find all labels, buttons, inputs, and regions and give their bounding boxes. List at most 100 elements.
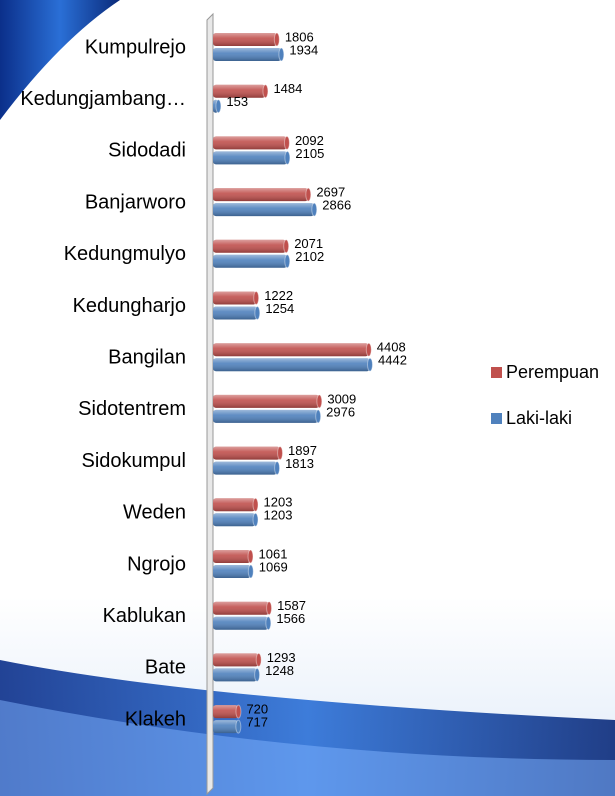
bar-cap (283, 239, 290, 254)
value-label: 4442 (378, 353, 407, 368)
bar-shine (213, 616, 269, 630)
y-tick-label: Kedungmulyo (64, 243, 186, 265)
bar-cap (215, 99, 222, 114)
value-label: 3009 (327, 391, 356, 406)
bar-shine (213, 498, 256, 512)
legend-label: Laki-laki (506, 408, 572, 428)
value-label: 1061 (259, 546, 288, 561)
y-tick-label: Sidodadi (108, 140, 186, 162)
bar-cap (305, 187, 312, 202)
bar-cap (266, 601, 273, 616)
y-tick-label: Weden (123, 502, 186, 524)
bar-cap (367, 357, 373, 372)
bar-cap (274, 461, 281, 476)
legend-swatch (491, 367, 502, 378)
bar-cap (255, 652, 262, 667)
value-label: 1203 (264, 508, 293, 523)
bar-shine (213, 291, 257, 305)
bar-shine (213, 254, 288, 268)
bar-shine (213, 705, 239, 719)
value-label: 2697 (316, 185, 345, 200)
bar-cap (252, 497, 259, 512)
bar-shine (213, 668, 258, 682)
value-label: 1484 (273, 81, 302, 96)
bar-cap (311, 202, 318, 217)
y-tick-label: Klakeh (125, 708, 186, 730)
value-label: 1566 (276, 611, 305, 626)
value-label: 4408 (377, 340, 406, 355)
decoration (0, 700, 615, 796)
bar-shine (213, 513, 256, 527)
value-label: 1813 (285, 456, 314, 471)
bar-shine (213, 306, 258, 320)
bar-cap (278, 47, 285, 62)
value-label: 2976 (326, 404, 355, 419)
bar-cap (254, 306, 261, 320)
value-label: 2092 (295, 133, 324, 148)
value-label: 1293 (267, 650, 296, 665)
bar-cap (262, 84, 269, 99)
bar-cap (252, 512, 259, 527)
value-label: 1897 (288, 443, 317, 458)
bar-shine (213, 565, 251, 578)
value-label: 1203 (264, 495, 293, 510)
bar-cap (283, 135, 290, 150)
bar-cap (253, 291, 260, 305)
value-label: 717 (246, 715, 268, 730)
decoration (0, 0, 120, 120)
bar-cap (315, 409, 322, 424)
value-label: 1069 (259, 559, 288, 574)
y-tick-label: Kedungjambang… (20, 88, 186, 110)
bar-shine (213, 203, 315, 217)
value-label: 720 (246, 702, 268, 717)
value-label: 2102 (295, 249, 324, 264)
bar-cap (284, 254, 291, 269)
bar-shine (213, 653, 259, 667)
bar-cap (235, 704, 242, 719)
bar-shine (213, 188, 309, 202)
bar-shine (213, 601, 270, 615)
bar-shine (213, 33, 277, 46)
value-label: 153 (226, 94, 248, 109)
value-label: 1806 (285, 29, 314, 44)
y-tick-label: Bangilan (108, 346, 186, 368)
legend-swatch (491, 413, 502, 424)
y-tick-label: Sidokumpul (81, 450, 186, 472)
bar-shine (213, 239, 287, 253)
bar-shine (213, 136, 287, 150)
y-tick-label: Kedungharjo (73, 295, 186, 317)
y-tick-label: Kumpulrejo (85, 36, 186, 58)
bar-shine (213, 720, 239, 734)
bar-cap (235, 719, 242, 734)
bar-cap (284, 150, 291, 165)
bar-shine (213, 446, 281, 460)
value-label: 2866 (322, 198, 351, 213)
bar-cap (273, 32, 280, 47)
bar-shine (213, 358, 370, 372)
bar-shine (213, 48, 282, 61)
bar-shine (213, 409, 319, 423)
y-tick-label: Sidotentrem (78, 398, 186, 420)
bar-cap (254, 667, 261, 682)
value-label: 1587 (277, 598, 306, 613)
bar-shine (213, 343, 369, 357)
bar-cap (365, 342, 372, 357)
bar-cap (247, 564, 254, 579)
legend-label: Perempuan (506, 362, 599, 382)
y-tick-label: Ngrojo (127, 553, 186, 575)
value-label: 1934 (289, 42, 318, 57)
y-tick-label: Kablukan (103, 605, 186, 627)
value-label: 1254 (265, 301, 294, 316)
bar-cap (277, 446, 284, 461)
bar-cap (247, 549, 254, 564)
bar-shine (213, 461, 278, 475)
value-label: 1222 (264, 288, 293, 303)
bar-cap (316, 394, 323, 409)
bar-shine (213, 84, 266, 98)
value-label: 2071 (294, 236, 323, 251)
axis-wall (206, 12, 214, 796)
value-label: 2105 (295, 146, 324, 161)
y-tick-label: Banjarworo (85, 191, 186, 213)
y-tick-label: Bate (145, 657, 186, 679)
